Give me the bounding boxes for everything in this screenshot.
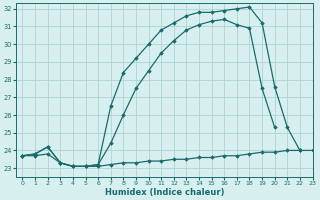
X-axis label: Humidex (Indice chaleur): Humidex (Indice chaleur) xyxy=(105,188,224,197)
